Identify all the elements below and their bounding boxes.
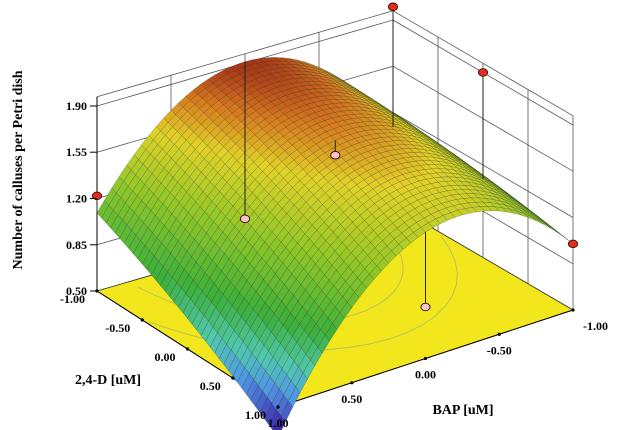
y-tick-label: 1.00 [245,408,266,422]
y-tick-label: -1.00 [60,292,85,306]
y-tick-mark [231,376,235,380]
z-tick-label: 1.55 [66,145,87,159]
y-tick-mark [185,347,190,351]
z-axis-label: Number of calluses per Petri dish [11,70,26,269]
y-axis-label: 2,4-D [uM] [75,373,141,388]
x-tick-mark [571,308,575,312]
x-tick-label: 0.50 [341,392,362,406]
design-point-1 [91,191,103,201]
x-tick-label: -1.00 [583,319,608,333]
design-point-6 [330,150,341,160]
design-point-5 [567,239,579,249]
x-tick-label: 1.00 [268,416,289,430]
z-tick-label: 0.50 [66,284,87,298]
response-surface [96,57,574,430]
z-tick-label: 0.85 [66,238,87,252]
design-point-8 [420,302,431,312]
y-tick-label: 0.00 [155,350,176,364]
tick-labels: 0.50 0.85 1.20 1.55 1.90 -1.00 -0.50 0.00 0.50 1.… [60,99,608,430]
x-tick-mark [497,332,501,336]
design-point-3 [387,2,399,12]
surface-cell [546,224,559,234]
z-tick-label: 1.20 [66,192,87,206]
z-tick-label: 1.90 [66,99,87,113]
x-tick-mark [423,356,428,361]
x-tick-label: 0.00 [415,368,436,382]
design-point-2 [239,214,251,224]
design-point-4 [477,68,489,77]
surface-cell [273,415,286,430]
y-tick-mark [140,318,144,322]
design-points [91,2,579,312]
x-tick-mark [350,381,354,385]
x-tick-mark [276,405,280,409]
y-tick-label: 0.50 [200,379,221,393]
x-axis-label: BAP [uM] [432,403,493,418]
y-tick-mark [95,289,99,293]
surface-cell [538,220,552,229]
y-tick-label: -0.50 [105,321,130,335]
x-tick-label: -0.50 [487,343,512,357]
